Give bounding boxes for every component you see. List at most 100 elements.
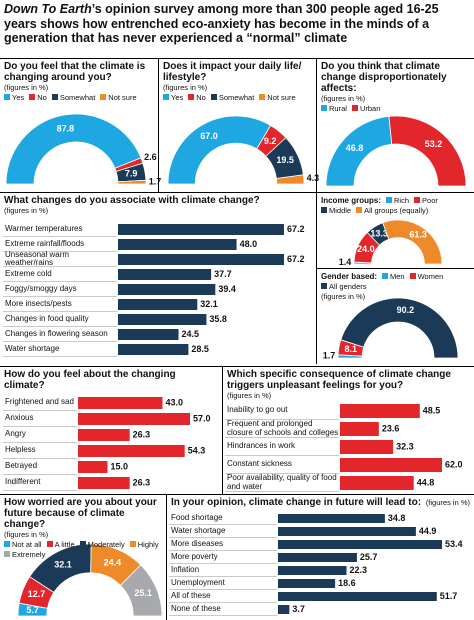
legend-label: Highly: [137, 540, 159, 549]
chart-subtitle: (figures in %): [163, 83, 208, 92]
category-label: Angry: [3, 427, 77, 443]
legend-swatch: [129, 541, 136, 547]
legend-item: Urban: [351, 104, 380, 114]
legend-item: Somewhat: [51, 93, 96, 103]
legend-item: Not sure: [100, 93, 137, 103]
legend-item: Women: [409, 271, 444, 282]
legend-label: Not at all: [12, 540, 42, 549]
legend: Not at all A little Moderately Highly Extrem…: [4, 540, 162, 560]
category-label: Helpless: [3, 443, 77, 459]
panel: How do you feel about the changing clima…: [0, 366, 222, 494]
legend-label: Poor: [422, 195, 438, 205]
panel: What changes do you associate with clima…: [0, 192, 316, 366]
panel-head: Which specific consequence of climate ch…: [227, 369, 470, 401]
legend-swatch: [100, 94, 107, 100]
category-label: Frightened and sad: [3, 395, 77, 411]
legend-label: Middle: [329, 206, 352, 215]
panel: Do you think that climate change disprop…: [316, 58, 474, 192]
legend-label: No: [37, 93, 47, 102]
legend-item: Poor: [414, 196, 438, 206]
legend-label: Rural: [329, 104, 347, 113]
legend-item: Middle: [321, 206, 351, 216]
legend-label: No: [196, 93, 206, 102]
legend-label: A little: [54, 540, 75, 549]
legend-label: Women: [417, 271, 444, 281]
legend-label: Yes: [171, 93, 184, 102]
legend-item: Extremely: [4, 550, 45, 560]
legend-label: All genders: [329, 282, 367, 291]
category-label: Betrayed: [3, 459, 77, 475]
panel-head: Does it impact your daily life/ lifestyl…: [163, 61, 312, 103]
category-label: Indifferent: [3, 475, 77, 491]
legend-label: Moderately: [87, 540, 125, 549]
legend-label: Extremely: [12, 550, 46, 559]
category-label: More poverty: [169, 551, 277, 564]
chart-title: Do you think that climate change disprop…: [321, 61, 447, 94]
chart-subtitle: (figures in %): [321, 94, 366, 103]
header-text: ’s opinion survey among more than 300 pe…: [4, 2, 439, 45]
legend-item: Not sure: [259, 93, 296, 103]
legend-label: Yes: [12, 93, 25, 102]
panel: Gender based: Men Women All genders (figures…: [316, 268, 474, 364]
category-label: All of these: [169, 590, 277, 603]
legend-label: Rich: [394, 195, 410, 205]
legend: Gender based: Men Women All genders: [321, 271, 470, 292]
category-label: Frequent and prolonged closure of school…: [225, 419, 339, 438]
category-label: Changes in flowering season: [3, 327, 117, 342]
chart-title: In your opinion, climate change in futur…: [171, 497, 422, 508]
legend-item: Men: [382, 272, 405, 282]
category-label: Water shortage: [3, 342, 117, 357]
panel-head: Income groups: Rich Poor Middle All groups (…: [321, 195, 470, 216]
category-label: Anxious: [3, 411, 77, 427]
category-label: Food shortage: [169, 512, 277, 525]
legend-swatch: [409, 272, 416, 279]
legend-swatch: [4, 551, 10, 557]
category-label: Constant sickness: [225, 456, 339, 474]
chart-title: How worried are you about your future be…: [4, 497, 157, 530]
category-label: Inflation: [169, 564, 277, 577]
chart-subtitle: (figures in %): [4, 83, 49, 92]
legend-swatch: [188, 94, 195, 100]
category-label: Unseasonal warm weather/rains: [3, 250, 117, 267]
legend-swatch: [79, 541, 86, 547]
category-label: Poor availability, quality of food and w…: [225, 473, 339, 492]
category-label: None of these: [169, 603, 277, 616]
legend-swatch: [4, 94, 10, 100]
category-label: Warmer temperatures: [3, 222, 117, 237]
legend-swatch: [386, 196, 393, 203]
legend-label: Not sure: [108, 93, 137, 102]
legend-swatch: [163, 94, 169, 100]
panel: Which specific consequence of climate ch…: [222, 366, 474, 494]
legend-item: Rich: [386, 196, 409, 206]
legend-item: A little: [46, 540, 75, 550]
legend-item: No: [188, 93, 206, 103]
category-label: Extreme rainfall/floods: [3, 237, 117, 252]
chart-subtitle: (figures in %): [4, 206, 49, 215]
legend: Yes No Somewhat Not sure: [4, 93, 154, 103]
panel: Do you feel that the climate is changing…: [0, 58, 158, 192]
chart-title: Gender based:: [321, 272, 378, 281]
legend: Income groups: Rich Poor Middle All groups (…: [321, 195, 470, 216]
legend-swatch: [356, 207, 363, 213]
panel: How worried are you about your future be…: [0, 494, 166, 620]
category-label: Extreme cold: [3, 267, 117, 282]
legend-swatch: [382, 272, 389, 279]
chart-title: How do you feel about the changing clima…: [4, 369, 176, 391]
legend-item: Rural: [321, 104, 347, 114]
panel-head: How worried are you about your future be…: [4, 497, 162, 560]
panel-head: What changes do you associate with clima…: [4, 195, 312, 216]
legend: Yes No Somewhat Not sure: [163, 93, 312, 103]
legend-swatch: [51, 94, 58, 100]
category-label: Inability to go out: [225, 402, 339, 420]
legend-item: Yes: [4, 93, 24, 103]
category-label: Unemployment: [169, 577, 277, 590]
panel-head: Do you feel that the climate is changing…: [4, 61, 154, 103]
legend-label: Somewhat: [218, 93, 255, 102]
legend-swatch: [321, 105, 327, 111]
legend-swatch: [259, 94, 266, 100]
legend-item: Somewhat: [210, 93, 255, 103]
chart-title: What changes do you associate with clima…: [4, 195, 260, 206]
panel-head: In your opinion, climate change in futur…: [171, 497, 470, 508]
legend-label: Somewhat: [59, 93, 96, 102]
chart-title: Which specific consequence of climate ch…: [227, 369, 451, 391]
